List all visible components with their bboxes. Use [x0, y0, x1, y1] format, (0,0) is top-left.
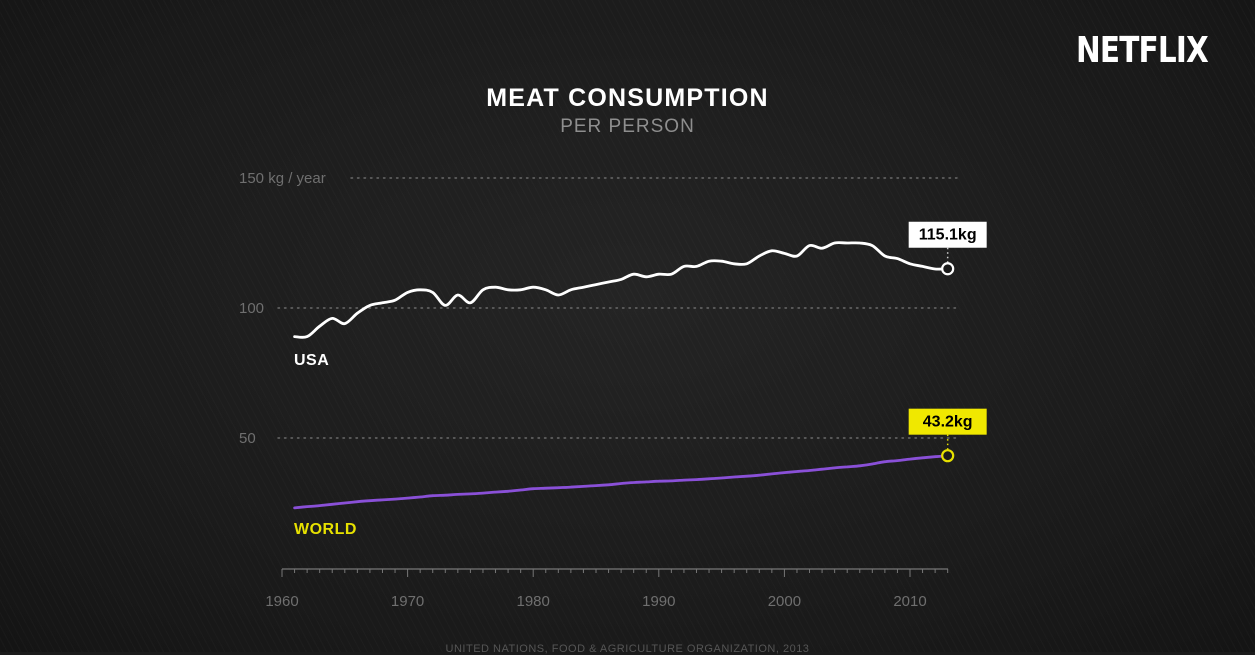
y-tick-label-50: 50 [239, 430, 256, 447]
y-tick-label-100: 100 [239, 300, 264, 317]
callout-box-world [908, 408, 987, 435]
x-tick-label-2010: 2010 [893, 593, 926, 610]
netflix-logo: NETFLIX [1076, 30, 1209, 71]
callout-value-world: 43.2kg [923, 414, 973, 431]
x-tick-label-1970: 1970 [391, 593, 424, 610]
y-tick-label-150: 150 kg / year [239, 170, 326, 187]
end-point-usa [941, 262, 955, 276]
callout-value-usa: 115.1kg [919, 227, 977, 244]
series-label-usa: USA [294, 352, 329, 369]
series-line-world [293, 454, 950, 510]
y-axis-ticks: 150 kg / year 100 50 [239, 170, 326, 447]
x-axis: 1960 1970 1980 1990 2000 2010 [265, 568, 949, 610]
series-label-world: WORLD [294, 521, 357, 538]
chart-title: MEAT CONSUMPTION [486, 84, 769, 112]
series-labels: USA WORLD [294, 352, 357, 538]
series-line-usa [293, 241, 950, 339]
series-lines [293, 241, 950, 510]
x-tick-label-2000: 2000 [768, 593, 801, 610]
chart-subtitle: PER PERSON [560, 116, 695, 137]
x-tick-label-1960: 1960 [265, 593, 298, 610]
grid-lines [277, 177, 961, 439]
x-tick-label-1980: 1980 [517, 593, 550, 610]
end-point-world [941, 449, 955, 463]
x-tick-label-1990: 1990 [642, 593, 675, 610]
end-callouts: 115.1kg 43.2kg [908, 221, 987, 463]
data-source: UNITED NATIONS, FOOD & AGRICULTURE ORGAN… [445, 643, 810, 655]
callout-box-usa [908, 221, 987, 248]
